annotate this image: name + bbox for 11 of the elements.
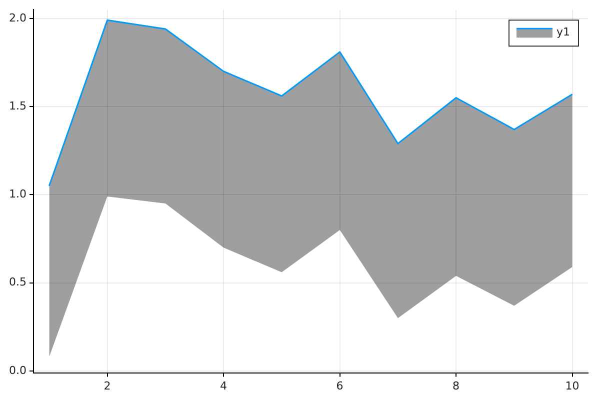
y-tick-label: 0.0 (8, 364, 26, 377)
legend-label: y1 (556, 25, 570, 38)
y-tick-label: 2.0 (8, 11, 26, 24)
x-tick-label: 6 (336, 379, 344, 392)
y-tick-label: 1.0 (8, 188, 26, 201)
y-tick-label: 1.5 (8, 99, 26, 112)
x-tick-label: 10 (565, 379, 580, 392)
x-tick-label: 4 (220, 379, 228, 392)
x-tick-label: 8 (452, 379, 460, 392)
y-tick-label: 0.5 (8, 276, 26, 289)
x-tick-label: 2 (104, 379, 111, 392)
